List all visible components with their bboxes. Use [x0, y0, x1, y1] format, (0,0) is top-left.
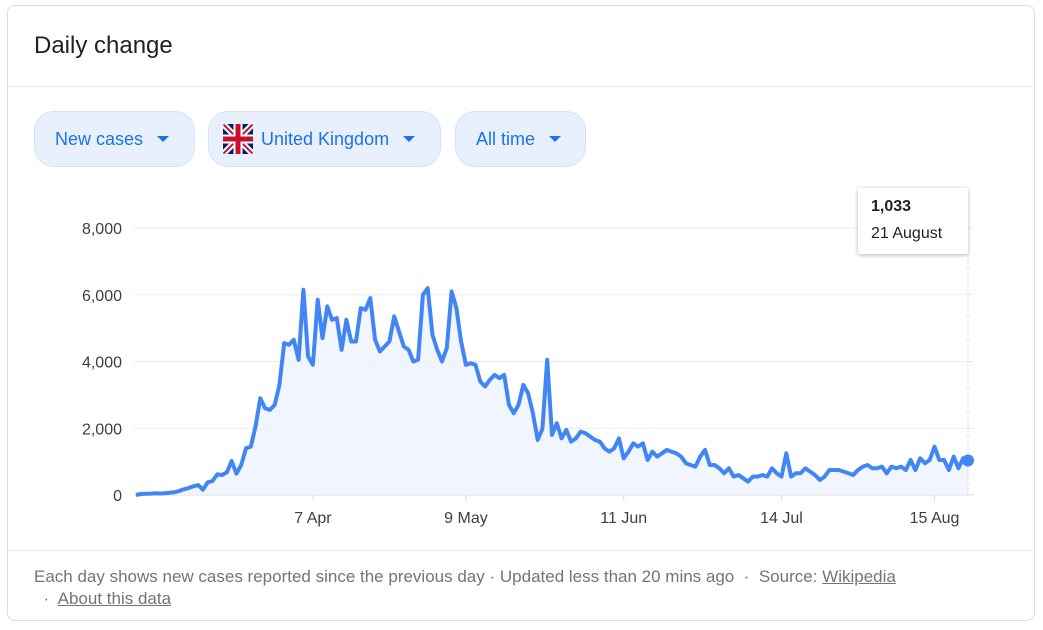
- region-dropdown[interactable]: United Kingdom: [208, 111, 441, 167]
- card-title: Daily change: [34, 32, 173, 59]
- tooltip-date: 21 August: [871, 225, 943, 242]
- metric-dropdown-label: New cases: [55, 128, 144, 149]
- chart-footer: Each day shows new cases reported since …: [34, 566, 1014, 610]
- y-tick-label: 2,000: [82, 421, 122, 438]
- footer-divider: [8, 550, 1034, 551]
- chevron-down-icon: [403, 136, 416, 142]
- chevron-down-icon: [157, 136, 170, 142]
- x-axis-ticks: 7 Apr 9 May 11 Jun 14 Jul 15 Aug: [294, 495, 959, 527]
- time-range-dropdown-label: All time: [476, 128, 536, 149]
- footer-separator: ·: [743, 567, 750, 586]
- footer-separator: ·: [43, 589, 50, 608]
- chevron-down-icon: [549, 136, 562, 142]
- y-tick-label: 0: [113, 488, 122, 505]
- chart-tooltip: 1,033 21 August: [858, 188, 968, 254]
- y-tick-label: 4,000: [82, 355, 122, 372]
- time-range-dropdown[interactable]: All time: [455, 111, 586, 167]
- x-tick-label: 7 Apr: [294, 510, 332, 527]
- x-tick-label: 11 Jun: [600, 510, 647, 527]
- y-tick-label: 8,000: [82, 221, 122, 238]
- y-axis-labels: 0 2,000 4,000 6,000 8,000: [82, 221, 122, 505]
- footer-description: Each day shows new cases reported since …: [34, 567, 485, 586]
- metric-dropdown[interactable]: New cases: [34, 111, 195, 167]
- daily-change-chart[interactable]: 0 2,000 4,000 6,000 8,000 7 Apr 9 May 11 Jun 14…: [8, 6, 1036, 566]
- x-tick-label: 15 Aug: [910, 510, 960, 527]
- footer-source-label: Source:: [758, 567, 818, 586]
- footer-updated: Updated less than 20 mins ago: [499, 567, 735, 586]
- hover-point[interactable]: [962, 454, 974, 467]
- about-data-link[interactable]: About this data: [57, 589, 172, 608]
- daily-change-card: Daily change New cases United Kingdom Al…: [7, 5, 1035, 621]
- source-link[interactable]: Wikipedia: [822, 567, 896, 586]
- tooltip-value: 1,033: [871, 198, 912, 215]
- x-tick-label: 9 May: [444, 510, 488, 527]
- x-tick-label: 14 Jul: [760, 510, 803, 527]
- uk-flag-icon: [223, 124, 253, 154]
- cases-line: [135, 286, 969, 497]
- y-tick-label: 6,000: [82, 288, 122, 305]
- region-dropdown-label: United Kingdom: [261, 128, 390, 149]
- cases-area: [136, 288, 968, 495]
- footer-separator: ·: [489, 567, 496, 586]
- header-divider: [8, 86, 1034, 87]
